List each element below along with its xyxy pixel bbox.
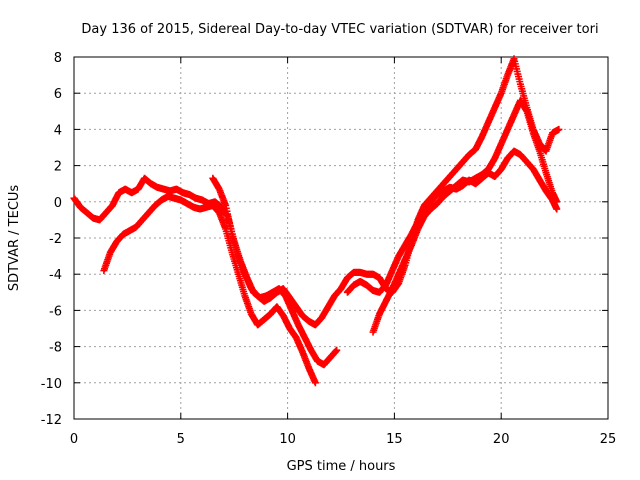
series-5 xyxy=(343,147,561,296)
y-tick-label: 6 xyxy=(54,87,62,102)
data-point xyxy=(333,346,341,354)
x-tick-label: 10 xyxy=(279,432,296,447)
y-tick-label: -12 xyxy=(41,413,62,428)
y-axis-label: SDTVAR / TECUs xyxy=(7,185,22,292)
x-tick-label: 25 xyxy=(600,432,617,447)
y-tick-label: -2 xyxy=(49,232,62,247)
data-point xyxy=(311,379,319,387)
y-tick-label: 2 xyxy=(54,160,62,175)
y-gridlines xyxy=(74,92,608,384)
y-tick-label: -8 xyxy=(49,341,62,356)
tick-marks xyxy=(73,56,609,420)
series-2 xyxy=(100,192,319,387)
series-1 xyxy=(70,174,341,369)
data-points xyxy=(70,55,563,387)
x-axis-label: GPS time / hours xyxy=(287,459,396,474)
y-tick-label: -10 xyxy=(41,377,62,392)
x-tick-label: 20 xyxy=(493,432,510,447)
y-tick-label: -4 xyxy=(49,268,62,283)
data-point xyxy=(555,125,563,133)
y-tick-label: 4 xyxy=(54,123,62,138)
y-tick-labels: -12 -10 -8 -6 -4 -2 0 2 4 6 8 xyxy=(41,51,62,428)
data-point xyxy=(553,205,561,213)
x-tick-label: 0 xyxy=(70,432,78,447)
x-tick-label: 15 xyxy=(386,432,403,447)
chart-title: Day 136 of 2015, Sidereal Day-to-day VTE… xyxy=(81,22,598,37)
y-tick-label: -6 xyxy=(49,304,62,319)
x-tick-labels: 0 5 10 15 20 25 xyxy=(70,432,616,447)
y-tick-label: 0 xyxy=(54,196,62,211)
x-tick-label: 5 xyxy=(177,432,185,447)
y-tick-label: 8 xyxy=(54,51,62,66)
